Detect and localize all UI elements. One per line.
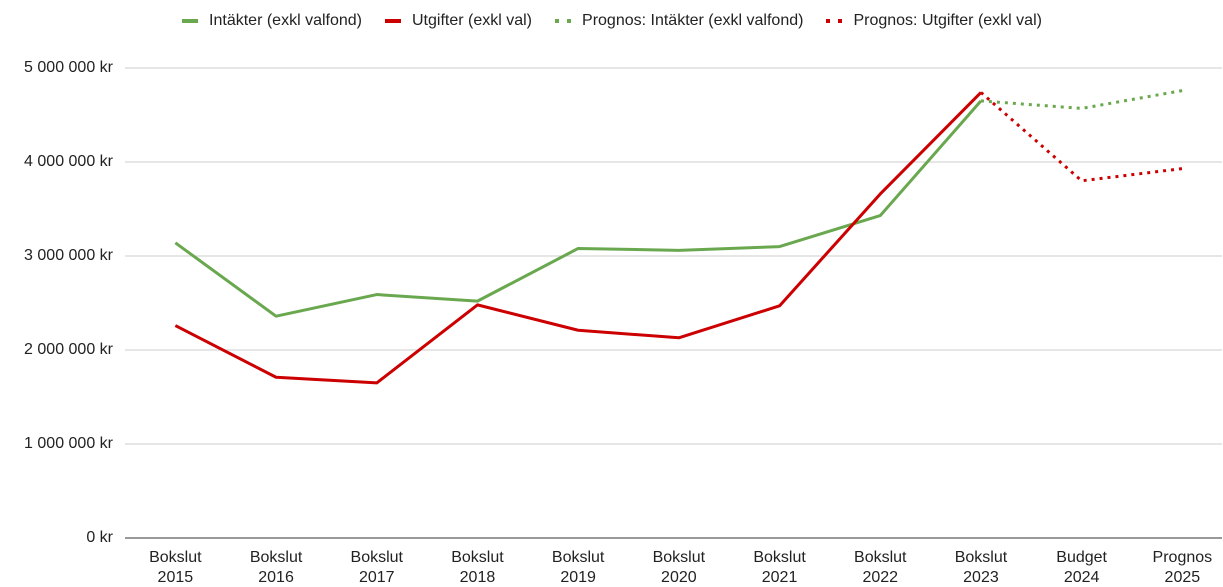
x-tick-label: Bokslut 2021 <box>753 549 806 586</box>
legend-label: Utgifter (exkl val) <box>411 12 533 29</box>
series-line <box>174 99 983 318</box>
y-tick-label: 5 000 000 kr <box>24 59 114 76</box>
x-tick-label: Bokslut 2020 <box>652 549 706 586</box>
y-tick-label: 0 kr <box>86 529 113 546</box>
legend-item: Prognos: Intäkter (exkl valfond) <box>554 12 803 30</box>
x-tick-label: Bokslut 2015 <box>149 549 202 586</box>
legend-item: Prognos: Utgifter (exkl val) <box>825 12 1042 30</box>
x-tick-label: Bokslut 2023 <box>954 549 1008 586</box>
x-tick-label: Bokslut 2016 <box>249 549 303 586</box>
legend-icon <box>384 19 401 23</box>
x-tick-label: Bokslut 2019 <box>551 549 605 586</box>
x-tick-label: Bokslut 2017 <box>350 549 403 586</box>
legend-label: Prognos: Intäkter (exkl valfond) <box>582 12 804 29</box>
legend-label: Intäkter (exkl valfond) <box>209 12 362 29</box>
y-tick-label: 3 000 000 kr <box>24 247 114 264</box>
legend-icon <box>555 19 572 23</box>
x-tick-label: Prognos 2025 <box>1152 549 1213 586</box>
legend: Intäkter (exkl valfond) Utgifter (exkl va… <box>0 12 1223 30</box>
legend-item: Utgifter (exkl val) <box>384 12 532 30</box>
series-line <box>979 91 1183 183</box>
series-line <box>174 91 983 385</box>
x-tick-label: Bokslut 2018 <box>451 549 504 586</box>
series-line <box>980 89 1183 110</box>
legend-icon <box>826 19 843 23</box>
y-tick-label: 1 000 000 kr <box>24 435 114 452</box>
x-tick-label: Bokslut 2022 <box>854 549 907 586</box>
y-tick-label: 2 000 000 kr <box>24 341 114 358</box>
legend-item: Intäkter (exkl valfond) <box>181 12 362 30</box>
x-tick-label: Budget 2024 <box>1056 549 1107 586</box>
legend-label: Prognos: Utgifter (exkl val) <box>853 12 1042 29</box>
legend-icon <box>182 19 199 23</box>
y-tick-label: 4 000 000 kr <box>24 153 114 170</box>
